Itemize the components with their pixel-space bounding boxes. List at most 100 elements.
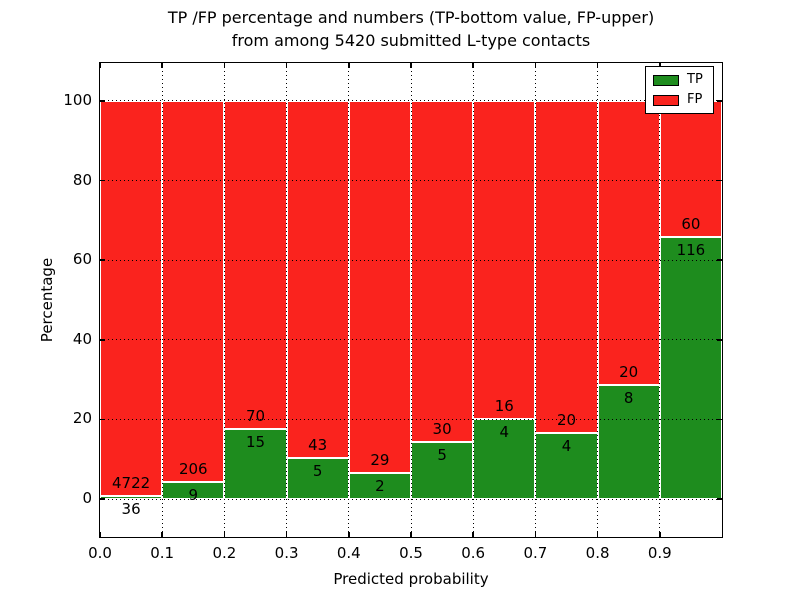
grid-line-vertical: [659, 63, 661, 537]
legend-swatch-fp: [653, 94, 679, 106]
bar-tp-segment: [411, 442, 474, 500]
y-tick-label: 40: [72, 329, 92, 348]
bar-tp-segment: [473, 419, 536, 500]
y-tick-mark: [100, 498, 105, 500]
bar-tp-segment: [659, 236, 722, 500]
tp-count-label: 4: [561, 436, 572, 455]
legend-label: TP: [687, 72, 703, 87]
y-axis-label: Percentage: [38, 257, 56, 343]
x-tick-mark-top: [659, 63, 661, 68]
tp-count-label: 5: [437, 446, 447, 465]
grid-line-vertical: [597, 63, 599, 537]
x-tick-mark-top: [161, 63, 163, 68]
y-tick-label: 100: [63, 90, 92, 109]
fp-count-label: 20: [556, 410, 577, 429]
y-tick-label: 80: [72, 170, 92, 189]
grid-line-vertical: [472, 63, 474, 537]
fp-count-label: 29: [370, 451, 390, 470]
x-tick-label: 0.4: [336, 544, 361, 562]
tp-count-label: 116: [676, 240, 706, 259]
fp-count-label: 16: [494, 397, 514, 416]
grid-line-vertical: [348, 63, 350, 537]
grid-line-vertical: [161, 63, 163, 537]
y-tick-label: 0: [82, 489, 92, 508]
y-tick-mark-right: [717, 339, 722, 341]
x-tick-mark: [161, 532, 163, 537]
bar-fp-segment: [411, 100, 474, 443]
bar-tp-segment: [224, 428, 287, 500]
y-tick-label: 20: [72, 409, 92, 428]
legend: TP FP: [645, 66, 714, 114]
x-tick-mark: [99, 532, 101, 537]
y-tick-mark-right: [717, 498, 722, 500]
bar-tp-segment: [597, 385, 660, 500]
bar-fp-segment: [100, 100, 163, 497]
y-tick-mark-right: [717, 100, 722, 102]
tp-count-label: 4: [499, 423, 510, 442]
y-tick-mark: [100, 339, 105, 341]
fp-count-label: 4722: [112, 474, 151, 493]
x-tick-mark-top: [596, 63, 599, 68]
bar-tp-segment: [100, 496, 163, 500]
y-tick-mark-right: [717, 418, 722, 421]
x-tick-label: 0.6: [461, 544, 486, 562]
fp-count-label: 30: [432, 420, 452, 439]
tp-count-label: 9: [188, 486, 199, 505]
fp-count-label: 70: [245, 406, 266, 425]
grid-line-vertical: [223, 63, 225, 537]
grid-line-vertical: [534, 63, 536, 537]
x-tick-mark: [534, 532, 537, 537]
x-tick-mark: [410, 532, 412, 537]
x-tick-label: 0.5: [399, 544, 423, 562]
x-tick-mark-top: [410, 63, 412, 68]
tp-count-label: 8: [623, 389, 634, 408]
tp-count-label: 5: [312, 461, 323, 480]
fp-count-label: 60: [681, 214, 701, 233]
tp-count-label: 2: [375, 477, 385, 496]
grid-line-vertical: [286, 63, 288, 537]
x-tick-mark-top: [348, 63, 350, 68]
x-tick-mark: [348, 532, 350, 537]
y-tick-mark-right: [717, 179, 722, 182]
y-tick-mark: [100, 179, 105, 182]
y-tick-mark: [100, 418, 105, 421]
x-tick-mark-top: [472, 63, 474, 68]
x-tick-mark: [223, 532, 226, 537]
x-axis-label: Predicted probability: [333, 570, 489, 588]
chart-title-line-2: from among 5420 submitted L-type contact…: [231, 31, 591, 50]
x-tick-mark: [285, 532, 288, 537]
bar-fp-segment: [348, 100, 411, 474]
bar-fp-segment: [162, 100, 225, 483]
x-tick-label: 0.0: [88, 544, 112, 562]
bar-fp-segment: [286, 100, 349, 458]
bar-tp-segment: [286, 457, 349, 500]
tp-count-label: 36: [121, 500, 141, 519]
legend-label: FP: [687, 92, 703, 107]
legend-entry-tp: TP: [646, 70, 713, 90]
x-tick-mark: [596, 532, 599, 537]
fp-count-label: 20: [619, 363, 639, 382]
x-tick-mark-top: [223, 63, 226, 68]
x-tick-mark-top: [99, 63, 101, 68]
bar-fp-segment: [535, 100, 598, 433]
bar-fp-segment: [597, 100, 660, 386]
x-tick-label: 0.9: [647, 544, 672, 562]
legend-swatch-tp: [653, 74, 679, 86]
x-tick-mark-top: [534, 63, 537, 68]
bar-fp-segment: [224, 100, 287, 429]
y-tick-mark: [100, 259, 105, 261]
bar-tp-segment: [348, 473, 411, 500]
y-tick-label: 60: [72, 250, 92, 269]
grid-line-vertical: [410, 63, 412, 537]
x-tick-mark: [659, 532, 661, 537]
x-tick-label: 0.7: [523, 544, 548, 562]
x-tick-label: 0.2: [212, 544, 237, 562]
y-tick-mark: [100, 100, 105, 102]
fp-count-label: 43: [308, 435, 328, 454]
x-tick-label: 0.3: [274, 544, 299, 562]
bar-tp-segment: [535, 432, 598, 500]
legend-entry-fp: FP: [646, 90, 713, 110]
x-tick-label: 0.8: [585, 544, 610, 562]
fp-count-label: 206: [178, 460, 208, 479]
